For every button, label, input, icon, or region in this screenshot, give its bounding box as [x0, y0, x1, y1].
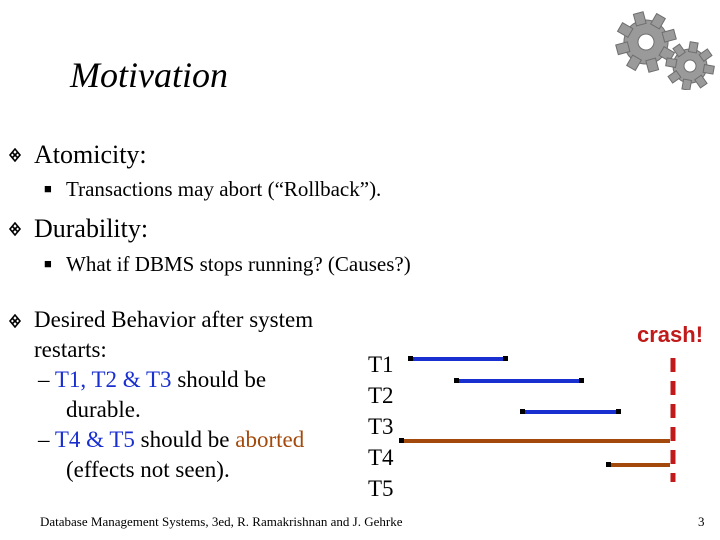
timeline-t1-start: [408, 356, 413, 361]
timeline-t1-end: [503, 356, 508, 361]
desired-line-1: Desired Behavior after system: [34, 307, 314, 332]
timeline-t5-start: [606, 462, 611, 467]
bullet-diamond-icon: [8, 313, 22, 332]
footer-citation: Database Management Systems, 3ed, R. Ram…: [40, 514, 403, 529]
desired-line-2: restarts:: [34, 337, 107, 362]
aborted-word: aborted: [235, 427, 305, 452]
transaction-label-t5: T5: [368, 476, 394, 501]
timeline-t4-start: [399, 438, 404, 443]
transaction-labels: T1 T2 T3 T4 T5: [368, 349, 394, 504]
should-be-text: should be: [171, 367, 267, 392]
effects-not-seen-text: (effects not seen).: [66, 457, 230, 482]
timeline-t2-end: [579, 378, 584, 383]
bullet-diamond-icon: [8, 221, 22, 240]
durable-text: durable.: [66, 397, 141, 422]
page-number: 3: [698, 514, 705, 529]
bullet-durability: Durability:: [34, 214, 149, 243]
crash-label: crash!: [637, 322, 704, 347]
timeline-t3-end: [616, 409, 621, 414]
gears-icon: [615, 11, 715, 90]
dash: –: [38, 367, 55, 392]
slide-title: Motivation: [70, 55, 228, 95]
bullet-atomicity: Atomicity:: [34, 140, 147, 169]
transaction-label-t2: T2: [368, 383, 394, 408]
transaction-label-t4: T4: [368, 445, 394, 470]
dash: –: [38, 427, 55, 452]
sub-bullet-rollback: Transactions may abort (“Rollback”).: [66, 177, 382, 201]
timeline-t2-start: [454, 378, 459, 383]
should-be-text: should be: [134, 427, 236, 452]
durable-transactions: T1, T2 & T3: [54, 367, 172, 392]
timeline-t3-start: [520, 409, 525, 414]
transaction-label-t1: T1: [368, 352, 394, 377]
bullet-square-icon: ■: [44, 256, 52, 271]
transaction-label-t3: T3: [368, 414, 394, 439]
aborted-transactions: T4 & T5: [54, 427, 135, 452]
sub-bullet-dbms-stops: What if DBMS stops running? (Causes?): [66, 252, 411, 276]
bullet-square-icon: ■: [44, 181, 52, 196]
desired-behavior-block: Desired Behavior after system restarts: …: [34, 305, 344, 485]
bullet-diamond-icon: [8, 147, 22, 166]
